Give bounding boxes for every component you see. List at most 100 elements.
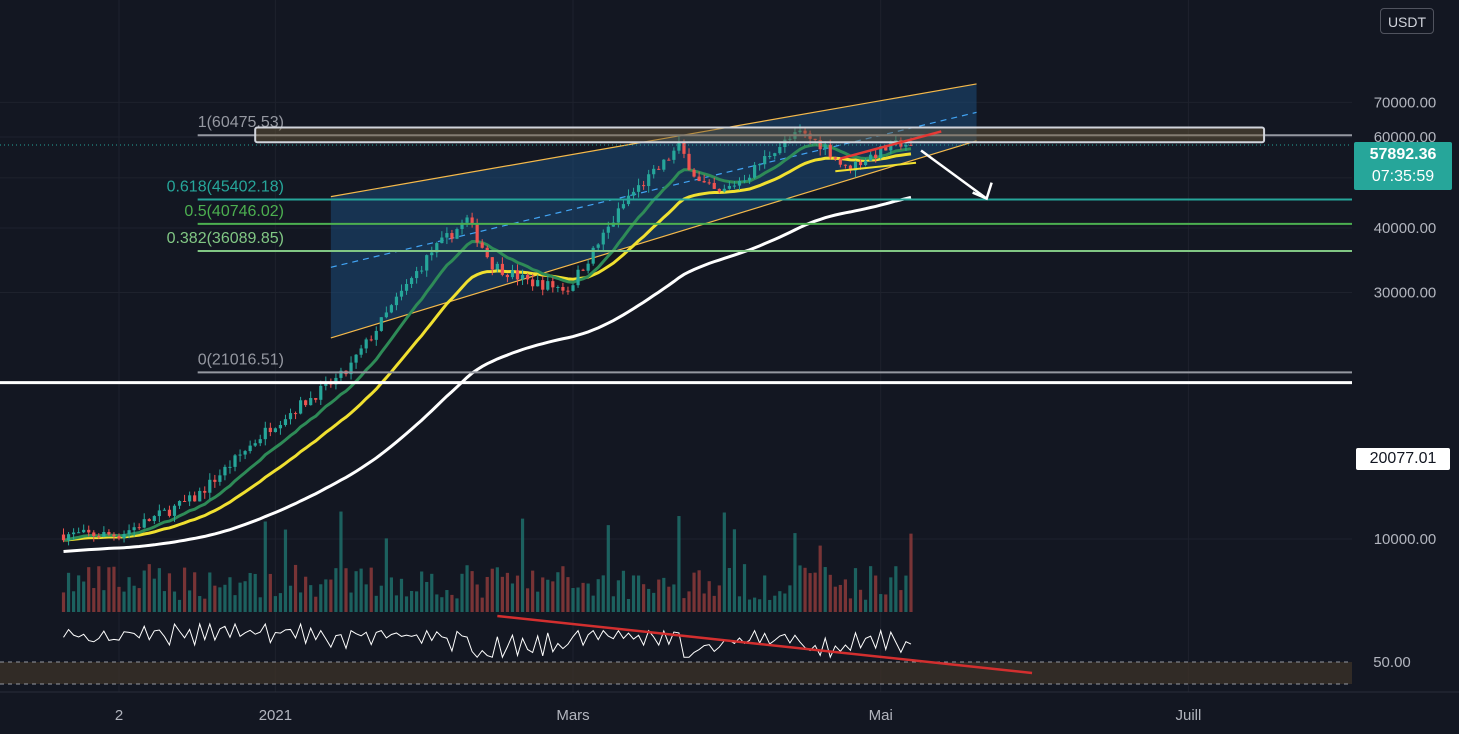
volume-bar: [571, 587, 575, 612]
volume-bar: [848, 598, 853, 612]
regression-channel: [330, 83, 977, 339]
volume-bar: [132, 585, 136, 612]
x-tick-label: 2: [115, 707, 123, 724]
candle-body: [319, 385, 323, 400]
candle-body: [768, 156, 772, 158]
rsi-line: [63, 622, 912, 659]
volume-bar: [61, 592, 66, 612]
candle-body: [788, 138, 792, 140]
candle-body: [359, 348, 363, 355]
candle-body: [228, 466, 232, 468]
trend-line-yellow: [835, 161, 917, 173]
volume-bar: [389, 577, 393, 612]
volume-bar: [505, 572, 510, 612]
volume-bar: [172, 591, 177, 612]
volume-bar: [707, 581, 711, 612]
candle-body: [581, 269, 585, 271]
candle-body: [288, 413, 293, 420]
y-tick-label: 30000.00: [1374, 285, 1437, 302]
candle-body: [157, 510, 161, 517]
candle-body: [177, 501, 182, 506]
candle-body: [162, 509, 166, 511]
candle-body: [248, 445, 252, 452]
volume-bar: [369, 567, 373, 612]
candle-body: [208, 479, 212, 493]
candle-body: [657, 168, 661, 170]
candle-body: [853, 162, 858, 171]
down-arrow-icon: [920, 149, 988, 200]
volume-bar: [384, 538, 388, 612]
candle-body: [601, 232, 605, 245]
volume-bar: [314, 596, 318, 612]
volume-bar: [778, 591, 782, 612]
bar-countdown: 07:35:59: [1371, 168, 1435, 185]
volume-bar: [409, 590, 414, 612]
candle-body: [399, 290, 404, 297]
channel-upper-line: [330, 83, 977, 198]
candle-body: [692, 169, 696, 177]
candle-body: [904, 144, 908, 147]
fib-label: 0.382(36089.85): [167, 230, 284, 247]
volume-bar: [455, 598, 459, 612]
candle-body: [314, 398, 318, 400]
candle-body: [863, 160, 868, 166]
candle-body: [480, 242, 484, 248]
volume-bar: [712, 595, 716, 612]
candle-body: [909, 144, 913, 146]
volume-bar: [687, 591, 691, 612]
volume-bar: [152, 578, 156, 612]
volume-bar: [450, 594, 454, 612]
candle-body: [879, 146, 883, 158]
candle-body: [763, 156, 767, 165]
volume-bar: [203, 598, 207, 612]
ema-slow-line: [63, 195, 912, 554]
candle-body: [838, 158, 842, 165]
candle-body: [112, 534, 116, 537]
volume-bar: [874, 575, 878, 612]
candle-body: [773, 153, 777, 157]
candle-body: [364, 339, 368, 349]
candle-body: [747, 177, 752, 181]
candle-body: [304, 400, 308, 406]
volume-bar: [647, 588, 651, 612]
volume-bar: [127, 577, 131, 612]
candle-body: [435, 243, 439, 253]
x-tick-label: Juill: [1176, 707, 1202, 724]
volume-bar: [309, 585, 313, 612]
candle-body: [369, 339, 373, 341]
candle-body: [672, 150, 676, 160]
x-tick-label: 2021: [259, 707, 292, 724]
volume-bar: [415, 591, 419, 612]
candle-body: [172, 505, 177, 516]
ema-mid-line: [63, 152, 912, 542]
candle-body: [425, 255, 429, 271]
candle-body: [858, 162, 863, 166]
volume-bar: [263, 521, 267, 612]
volume-bar: [611, 596, 615, 612]
volume-bar: [107, 567, 111, 612]
annotations: [835, 130, 993, 201]
candle-body: [339, 370, 343, 378]
volume-bar: [299, 592, 303, 612]
volume-bar: [253, 573, 257, 612]
candle-body: [87, 529, 91, 533]
volume-bar: [879, 594, 883, 612]
candle-body: [450, 233, 454, 239]
candle-body: [495, 263, 499, 270]
volume-bar: [566, 577, 570, 612]
currency-badge[interactable]: USDT: [1380, 8, 1434, 34]
volume-bar: [556, 572, 560, 612]
volume-bar: [551, 581, 555, 612]
candle-body: [510, 270, 515, 278]
candle-body: [132, 527, 136, 531]
volume-bar: [258, 597, 262, 612]
candle-body: [551, 281, 555, 288]
candle-body: [293, 413, 298, 415]
candle-body: [742, 180, 747, 182]
candle-body: [465, 217, 469, 223]
candle-body: [884, 146, 888, 151]
candle-body: [490, 257, 494, 270]
candle-body: [500, 263, 504, 275]
